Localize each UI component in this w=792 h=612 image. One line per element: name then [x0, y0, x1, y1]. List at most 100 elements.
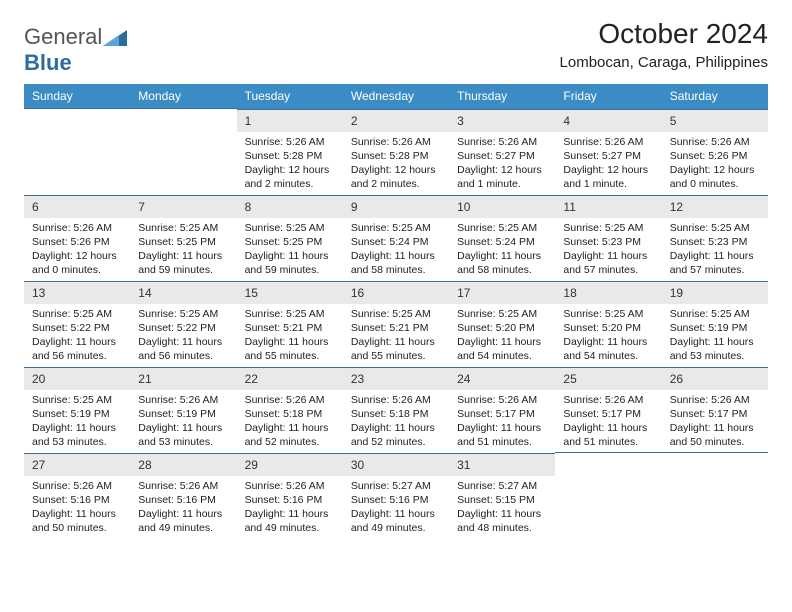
day-number: 20 [24, 367, 130, 390]
daylight: Daylight: 11 hours and 49 minutes. [351, 507, 441, 535]
calendar-cell: 31Sunrise: 5:27 AMSunset: 5:15 PMDayligh… [449, 453, 555, 539]
day-content: Sunrise: 5:25 AMSunset: 5:25 PMDaylight:… [130, 218, 236, 280]
day-number: 24 [449, 367, 555, 390]
calendar-cell: 21Sunrise: 5:26 AMSunset: 5:19 PMDayligh… [130, 367, 236, 453]
sunset: Sunset: 5:16 PM [351, 493, 441, 507]
day-number: 26 [662, 367, 768, 390]
day-content: Sunrise: 5:25 AMSunset: 5:21 PMDaylight:… [343, 304, 449, 366]
calendar-cell: 9Sunrise: 5:25 AMSunset: 5:24 PMDaylight… [343, 195, 449, 281]
daylight: Daylight: 11 hours and 49 minutes. [138, 507, 228, 535]
sunrise: Sunrise: 5:25 AM [670, 307, 760, 321]
day-content: Sunrise: 5:26 AMSunset: 5:28 PMDaylight:… [343, 132, 449, 194]
calendar-row: 1Sunrise: 5:26 AMSunset: 5:28 PMDaylight… [24, 109, 768, 195]
calendar-cell: 25Sunrise: 5:26 AMSunset: 5:17 PMDayligh… [555, 367, 661, 453]
day-content: Sunrise: 5:27 AMSunset: 5:15 PMDaylight:… [449, 476, 555, 538]
calendar-cell: 7Sunrise: 5:25 AMSunset: 5:25 PMDaylight… [130, 195, 236, 281]
sunset: Sunset: 5:26 PM [670, 149, 760, 163]
day-header: Saturday [662, 84, 768, 109]
day-number: 15 [237, 281, 343, 304]
day-content: Sunrise: 5:25 AMSunset: 5:19 PMDaylight:… [662, 304, 768, 366]
day-number: 23 [343, 367, 449, 390]
day-header: Friday [555, 84, 661, 109]
sunrise: Sunrise: 5:26 AM [563, 135, 653, 149]
sunrise: Sunrise: 5:25 AM [457, 307, 547, 321]
day-content: Sunrise: 5:26 AMSunset: 5:27 PMDaylight:… [449, 132, 555, 194]
day-content: Sunrise: 5:26 AMSunset: 5:19 PMDaylight:… [130, 390, 236, 452]
day-content: Sunrise: 5:25 AMSunset: 5:24 PMDaylight:… [449, 218, 555, 280]
day-number: 10 [449, 195, 555, 218]
day-number: 11 [555, 195, 661, 218]
calendar-cell [662, 453, 768, 539]
title-box: October 2024 Lombocan, Caraga, Philippin… [560, 18, 768, 71]
sunrise: Sunrise: 5:25 AM [245, 307, 335, 321]
sunset: Sunset: 5:21 PM [351, 321, 441, 335]
sunset: Sunset: 5:24 PM [351, 235, 441, 249]
sunrise: Sunrise: 5:26 AM [670, 135, 760, 149]
sunset: Sunset: 5:15 PM [457, 493, 547, 507]
sunrise: Sunrise: 5:26 AM [138, 479, 228, 493]
sunrise: Sunrise: 5:25 AM [138, 307, 228, 321]
calendar-cell: 18Sunrise: 5:25 AMSunset: 5:20 PMDayligh… [555, 281, 661, 367]
day-header: Monday [130, 84, 236, 109]
logo-text-1: General [24, 24, 102, 49]
sunset: Sunset: 5:20 PM [563, 321, 653, 335]
daylight: Daylight: 11 hours and 52 minutes. [351, 421, 441, 449]
day-content: Sunrise: 5:26 AMSunset: 5:26 PMDaylight:… [662, 132, 768, 194]
sunrise: Sunrise: 5:26 AM [457, 135, 547, 149]
daylight: Daylight: 11 hours and 56 minutes. [138, 335, 228, 363]
sunset: Sunset: 5:27 PM [563, 149, 653, 163]
day-content: Sunrise: 5:25 AMSunset: 5:22 PMDaylight:… [24, 304, 130, 366]
sunset: Sunset: 5:20 PM [457, 321, 547, 335]
daylight: Daylight: 11 hours and 59 minutes. [138, 249, 228, 277]
day-header: Thursday [449, 84, 555, 109]
day-number: 9 [343, 195, 449, 218]
day-content: Sunrise: 5:26 AMSunset: 5:18 PMDaylight:… [343, 390, 449, 452]
day-content: Sunrise: 5:25 AMSunset: 5:20 PMDaylight:… [449, 304, 555, 366]
day-number: 30 [343, 453, 449, 476]
sunset: Sunset: 5:25 PM [245, 235, 335, 249]
day-number: 18 [555, 281, 661, 304]
day-content: Sunrise: 5:25 AMSunset: 5:23 PMDaylight:… [555, 218, 661, 280]
calendar-cell: 2Sunrise: 5:26 AMSunset: 5:28 PMDaylight… [343, 109, 449, 195]
day-number: 22 [237, 367, 343, 390]
calendar-cell: 15Sunrise: 5:25 AMSunset: 5:21 PMDayligh… [237, 281, 343, 367]
calendar-cell: 14Sunrise: 5:25 AMSunset: 5:22 PMDayligh… [130, 281, 236, 367]
header: GeneralBlue October 2024 Lombocan, Carag… [24, 18, 768, 76]
day-number: 6 [24, 195, 130, 218]
day-number: 16 [343, 281, 449, 304]
location: Lombocan, Caraga, Philippines [560, 54, 768, 71]
day-content: Sunrise: 5:25 AMSunset: 5:20 PMDaylight:… [555, 304, 661, 366]
day-header: Sunday [24, 84, 130, 109]
day-content: Sunrise: 5:26 AMSunset: 5:17 PMDaylight:… [662, 390, 768, 452]
day-number: 8 [237, 195, 343, 218]
day-content: Sunrise: 5:26 AMSunset: 5:17 PMDaylight:… [449, 390, 555, 452]
daylight: Daylight: 11 hours and 51 minutes. [563, 421, 653, 449]
calendar-cell: 4Sunrise: 5:26 AMSunset: 5:27 PMDaylight… [555, 109, 661, 195]
daylight: Daylight: 12 hours and 2 minutes. [351, 163, 441, 191]
sunrise: Sunrise: 5:26 AM [32, 221, 122, 235]
day-number: 29 [237, 453, 343, 476]
sunrise: Sunrise: 5:25 AM [351, 307, 441, 321]
logo-text-2: Blue [24, 50, 72, 75]
sunset: Sunset: 5:17 PM [563, 407, 653, 421]
daylight: Daylight: 11 hours and 50 minutes. [32, 507, 122, 535]
daylight: Daylight: 11 hours and 53 minutes. [138, 421, 228, 449]
sunset: Sunset: 5:19 PM [32, 407, 122, 421]
sunset: Sunset: 5:22 PM [32, 321, 122, 335]
day-content: Sunrise: 5:27 AMSunset: 5:16 PMDaylight:… [343, 476, 449, 538]
day-content: Sunrise: 5:25 AMSunset: 5:24 PMDaylight:… [343, 218, 449, 280]
day-number: 25 [555, 367, 661, 390]
sunset: Sunset: 5:19 PM [670, 321, 760, 335]
daylight: Daylight: 11 hours and 50 minutes. [670, 421, 760, 449]
day-content: Sunrise: 5:25 AMSunset: 5:22 PMDaylight:… [130, 304, 236, 366]
day-number: 3 [449, 109, 555, 132]
daylight: Daylight: 11 hours and 58 minutes. [457, 249, 547, 277]
day-header: Tuesday [237, 84, 343, 109]
day-number: 13 [24, 281, 130, 304]
calendar-cell: 23Sunrise: 5:26 AMSunset: 5:18 PMDayligh… [343, 367, 449, 453]
sunset: Sunset: 5:16 PM [245, 493, 335, 507]
calendar-cell: 8Sunrise: 5:25 AMSunset: 5:25 PMDaylight… [237, 195, 343, 281]
sunrise: Sunrise: 5:26 AM [245, 393, 335, 407]
sunset: Sunset: 5:17 PM [670, 407, 760, 421]
sunset: Sunset: 5:25 PM [138, 235, 228, 249]
